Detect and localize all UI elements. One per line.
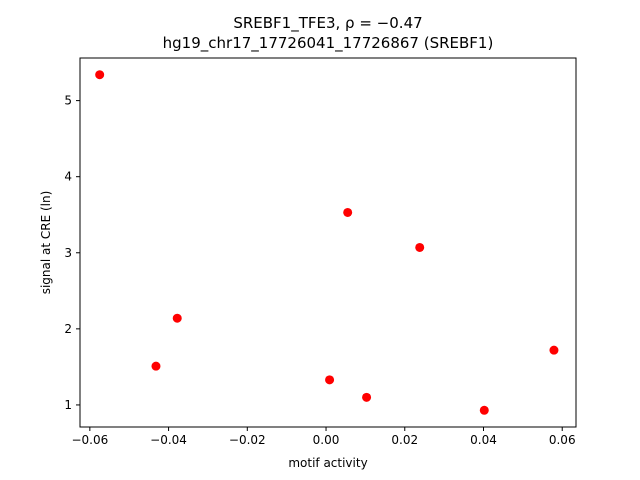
y-tick-label: 2 <box>64 322 72 336</box>
x-tick-label: 0.04 <box>470 433 497 447</box>
x-axis-ticks: −0.06 −0.04 −0.02 0.00 0.02 0.04 0.06 <box>71 427 576 447</box>
x-tick-label: −0.06 <box>71 433 108 447</box>
data-point <box>415 242 425 252</box>
chart-title-line1: SREBF1_TFE3, ρ = −0.47 <box>233 14 422 33</box>
data-point <box>479 405 489 415</box>
x-tick-label: 0.02 <box>391 433 418 447</box>
x-tick-label: −0.04 <box>150 433 187 447</box>
x-axis-label: motif activity <box>288 456 367 470</box>
x-tick-label: 0.00 <box>313 433 340 447</box>
chart-title-line2: hg19_chr17_17726041_17726867 (SREBF1) <box>163 34 494 53</box>
y-tick-label: 1 <box>64 398 72 412</box>
plot-area-frame <box>79 57 577 428</box>
data-point <box>343 207 353 217</box>
x-tick-label: −0.02 <box>229 433 266 447</box>
data-point <box>151 361 161 371</box>
data-point <box>95 70 105 80</box>
data-points <box>95 70 559 415</box>
data-point <box>172 313 182 323</box>
data-point <box>362 392 372 402</box>
y-tick-label: 5 <box>64 94 72 108</box>
y-tick-label: 4 <box>64 170 72 184</box>
y-tick-label: 3 <box>64 246 72 260</box>
y-axis-label: signal at CRE (ln) <box>39 191 53 295</box>
data-point <box>325 375 335 385</box>
data-point <box>549 345 559 355</box>
x-tick-label: 0.06 <box>549 433 576 447</box>
y-axis-ticks: 1 2 3 4 5 <box>64 94 80 412</box>
